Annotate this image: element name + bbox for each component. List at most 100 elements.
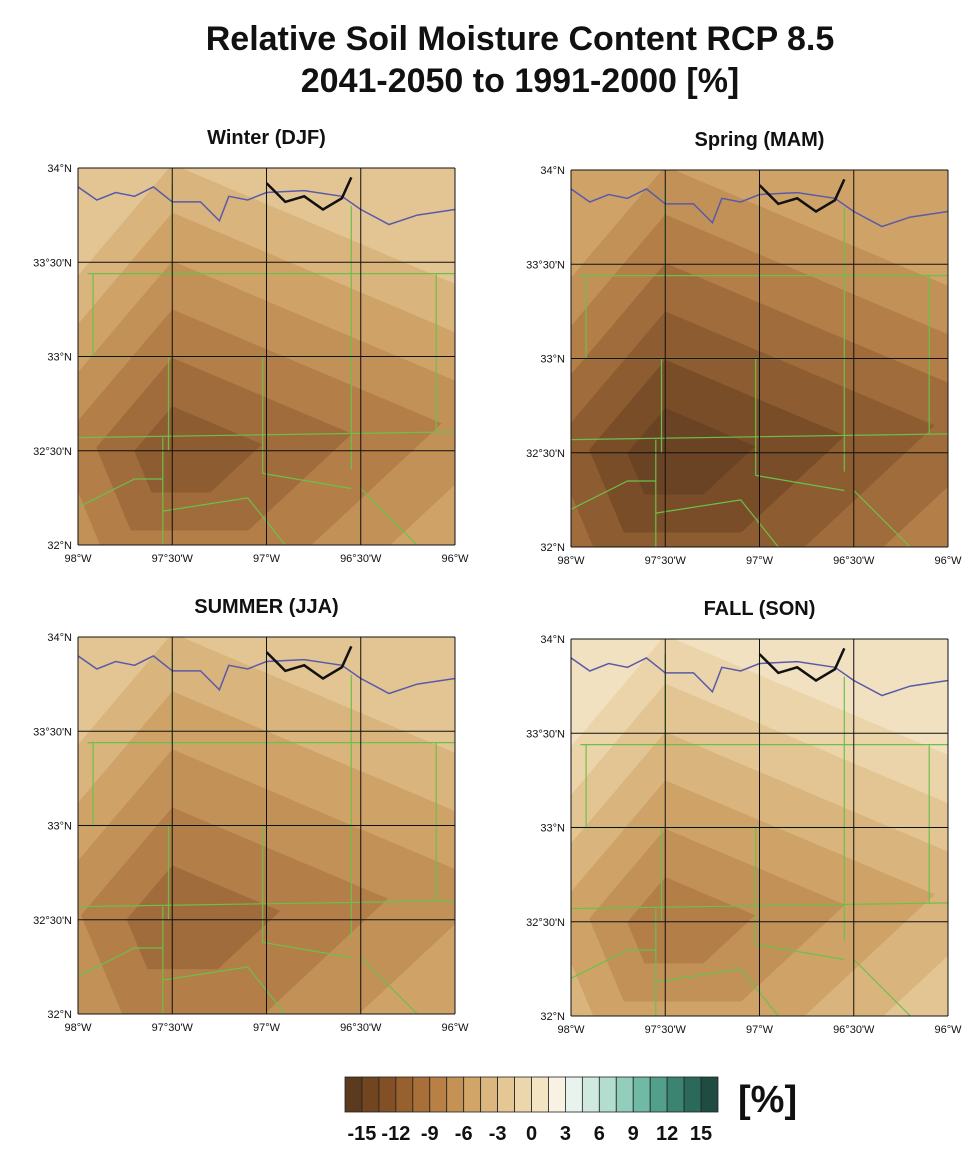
panel-title: Spring (MAM) [695, 129, 825, 151]
map-panel: 34°N 98°W 33°30'N 97°30'W 33°N 97°W 32°30'N 96°… [33, 127, 469, 565]
colorbar-box [361, 1076, 380, 1113]
lat-label: 33°N [47, 821, 72, 833]
lat-label: 32°30'N [33, 446, 72, 458]
lon-label: 98°W [64, 1022, 92, 1034]
colorbar-label: -12 [381, 1123, 410, 1144]
state-border [571, 188, 948, 228]
colorbar-label: 3 [560, 1123, 571, 1144]
lon-label: 96°30'W [833, 1024, 875, 1036]
title: Relative Soil Moisture Content RCP 8.5 [206, 20, 835, 58]
panel-title: Winter (DJF) [207, 127, 326, 149]
lake [265, 176, 353, 211]
colorbar-label: 15 [690, 1123, 712, 1144]
colorbar-box [700, 1076, 719, 1113]
county-line [262, 356, 352, 490]
lat-label: 32°30'N [526, 917, 565, 929]
county-line [853, 959, 911, 1016]
colorbar-label: -3 [489, 1123, 507, 1144]
colorbar-box [446, 1076, 465, 1113]
shading [126, 865, 281, 970]
lat-label: 33°N [540, 354, 565, 366]
state-border [571, 657, 948, 697]
county-line [360, 488, 418, 545]
colorbar-box [412, 1076, 431, 1113]
lon-label: 96°30'W [340, 1022, 382, 1034]
lon-label: 97°W [253, 1022, 281, 1034]
colorbar-box [378, 1076, 397, 1113]
lat-label: 33°30'N [526, 728, 565, 740]
lat-label: 32°N [540, 542, 565, 554]
lon-label: 96°W [441, 553, 469, 565]
lat-label: 33°N [47, 352, 72, 364]
colorbar-box [514, 1076, 532, 1113]
colorbar-box [632, 1076, 651, 1113]
lat-label: 33°N [540, 823, 565, 835]
map-area [571, 170, 948, 547]
county-line [755, 358, 845, 492]
colorbar-box [344, 1076, 363, 1113]
lon-label: 96°30'W [833, 555, 875, 567]
lon-label: 96°30'W [340, 553, 382, 565]
county-line [853, 490, 911, 547]
lat-label: 34°N [540, 634, 565, 646]
lat-label: 34°N [47, 632, 72, 644]
lon-label: 98°W [64, 553, 92, 565]
state-border [78, 186, 455, 226]
colorbar-box [581, 1076, 600, 1113]
county-line [360, 957, 418, 1014]
colorbar-label: 6 [594, 1123, 605, 1144]
lon-label: 98°W [557, 1024, 585, 1036]
lat-label: 32°30'N [33, 915, 72, 927]
map-area [571, 639, 948, 1016]
lat-label: 34°N [540, 165, 565, 177]
county-line [262, 825, 352, 959]
lat-label: 32°N [540, 1011, 565, 1023]
panel-title: SUMMER (JJA) [194, 596, 338, 618]
colorbar-box [497, 1076, 515, 1113]
colorbar-box [598, 1076, 617, 1113]
map-panel: 34°N 98°W 33°30'N 97°30'W 33°N 97°W 32°30'N 96°… [526, 129, 962, 567]
county-line [78, 478, 163, 508]
colorbar-box [649, 1076, 668, 1113]
colorbar-label: -15 [348, 1123, 377, 1144]
lat-label: 33°30'N [33, 726, 72, 738]
lat-label: 33°30'N [526, 259, 565, 271]
colorbar-label: -6 [455, 1123, 473, 1144]
colorbar-box [615, 1076, 634, 1113]
colorbar-box [548, 1076, 566, 1113]
map-panel: 34°N 98°W 33°30'N 97°30'W 33°N 97°W 32°30'N 96°… [526, 598, 962, 1036]
colorbar-box [395, 1076, 414, 1113]
lon-label: 96°W [934, 1024, 962, 1036]
county-line [162, 966, 286, 1014]
lon-label: 97°W [746, 1024, 774, 1036]
lon-label: 96°W [441, 1022, 469, 1034]
colorbar-box [531, 1076, 549, 1113]
lat-label: 32°N [47, 1009, 72, 1021]
colorbar-label: 9 [628, 1123, 639, 1144]
lon-label: 97°30'W [152, 1022, 194, 1034]
county-line [571, 949, 656, 979]
lake [758, 178, 846, 213]
colorbar-label: 12 [656, 1123, 678, 1144]
colorbar-label: -9 [421, 1123, 439, 1144]
lon-label: 97°W [253, 553, 281, 565]
county-line [655, 968, 779, 1016]
lake [758, 647, 846, 682]
county-line [655, 499, 779, 547]
lat-label: 34°N [47, 163, 72, 175]
colorbar-box [429, 1076, 448, 1113]
county-line [571, 480, 656, 510]
map-panel: 34°N 98°W 33°30'N 97°30'W 33°N 97°W 32°30'N 96°… [33, 596, 469, 1034]
colorbar-box [683, 1076, 702, 1113]
lat-label: 32°30'N [526, 448, 565, 460]
shading [627, 408, 756, 495]
colorbar-unit: [%] [738, 1079, 797, 1121]
colorbar-box [463, 1076, 482, 1113]
county-line [78, 947, 163, 977]
county-line [755, 827, 845, 961]
lon-label: 97°30'W [152, 553, 194, 565]
lon-label: 97°30'W [645, 1024, 687, 1036]
lon-label: 97°30'W [645, 555, 687, 567]
county-line [162, 497, 286, 545]
